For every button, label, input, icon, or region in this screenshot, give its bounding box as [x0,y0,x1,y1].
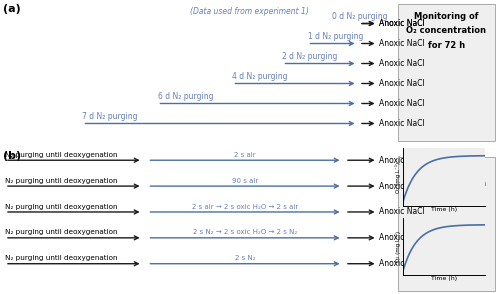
Text: 6 d N₂ purging: 6 d N₂ purging [158,92,213,101]
Text: 2 s N₂ → 2 s oxic H₂O → 2 s N₂: 2 s N₂ → 2 s oxic H₂O → 2 s N₂ [193,230,297,235]
Text: Monitoring of: Monitoring of [414,12,478,21]
Text: Anoxic NaCl: Anoxic NaCl [379,182,425,191]
Text: 90 s air: 90 s air [232,178,258,184]
Text: Anoxic NaCl: Anoxic NaCl [379,208,425,216]
Text: 2 s air → 2 s oxic H₂O → 2 s air: 2 s air → 2 s oxic H₂O → 2 s air [192,204,298,210]
X-axis label: Time (h): Time (h) [430,207,457,212]
Text: Anoxic NaCl: Anoxic NaCl [379,39,425,48]
Text: 2 s N₂: 2 s N₂ [234,255,256,261]
Text: for 72 h: for 72 h [428,194,465,203]
Text: (a): (a) [2,4,20,14]
Text: Anoxic NaCl: Anoxic NaCl [379,59,425,68]
Text: (Data used from experiment 1): (Data used from experiment 1) [190,7,309,16]
Text: 4 d N₂ purging: 4 d N₂ purging [232,72,288,81]
Text: 2 d N₂ purging: 2 d N₂ purging [282,52,338,61]
Text: 7 d N₂ purging: 7 d N₂ purging [82,112,138,121]
Text: Anoxic NaCl: Anoxic NaCl [379,119,425,128]
Text: O₂ concentration: O₂ concentration [406,179,486,188]
Text: N₂ purging until deoxygenation: N₂ purging until deoxygenation [5,204,117,210]
Y-axis label: O₂ (mg L⁻¹): O₂ (mg L⁻¹) [395,162,401,193]
X-axis label: Time (h): Time (h) [430,276,457,281]
Text: for 72 h: for 72 h [428,41,465,50]
Text: Anoxic NaCl: Anoxic NaCl [379,79,425,88]
Text: O₂ concentration: O₂ concentration [406,26,486,36]
Text: Anoxic NaCl: Anoxic NaCl [379,19,425,28]
Text: 2 s air: 2 s air [234,152,256,158]
Text: Anoxic NaCl: Anoxic NaCl [379,19,425,28]
Text: (b): (b) [2,151,21,161]
Text: Anoxic NaCl: Anoxic NaCl [379,233,425,242]
Text: N₂ purging until deoxygenation: N₂ purging until deoxygenation [5,178,117,184]
Text: N₂ purging until deoxygenation: N₂ purging until deoxygenation [5,230,117,235]
Text: Anoxic NaCl: Anoxic NaCl [379,259,425,268]
Text: 0 d N₂ purging: 0 d N₂ purging [332,12,388,21]
Text: N₂ purging until deoxygenation: N₂ purging until deoxygenation [5,255,117,261]
Text: Anoxic NaCl: Anoxic NaCl [379,156,425,165]
Y-axis label: O₂ (mg L⁻¹): O₂ (mg L⁻¹) [395,231,401,262]
FancyBboxPatch shape [398,4,495,141]
Text: 1 d N₂ purging: 1 d N₂ purging [308,32,363,41]
Text: N₂ purging until deoxygenation: N₂ purging until deoxygenation [5,152,117,158]
Text: Monitoring of: Monitoring of [414,165,478,174]
Text: Anoxic NaCl: Anoxic NaCl [379,99,425,108]
FancyBboxPatch shape [398,157,495,291]
